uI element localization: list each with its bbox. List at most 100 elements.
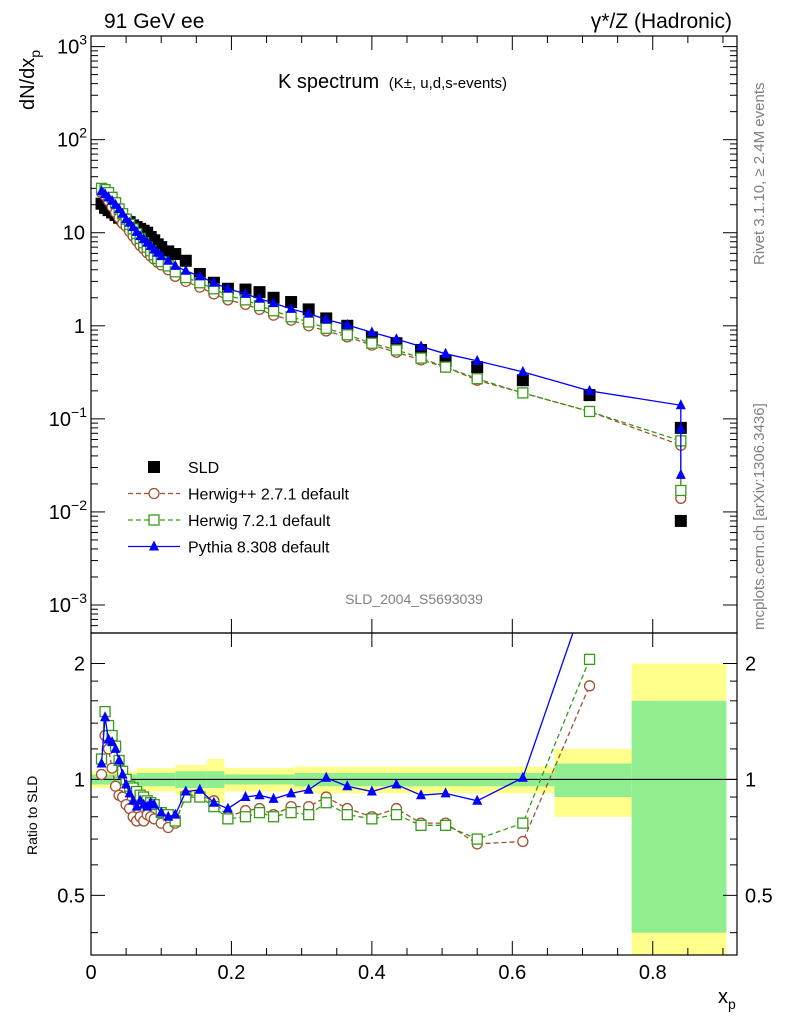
xtick-label: 0: [85, 962, 96, 984]
legend-marker-0: [148, 461, 160, 473]
legend-marker-1: [148, 487, 160, 500]
header-left: 91 GeV ee: [104, 10, 204, 33]
xtick-label: 0.4: [358, 962, 386, 984]
series-line-3: [101, 190, 682, 475]
legend-label-2: Herwig 7.2.1 default: [188, 513, 331, 530]
ratio-point-3: [472, 794, 483, 805]
point-3: [268, 297, 279, 308]
legend-label-1: Herwig++ 2.7.1 default: [188, 487, 350, 504]
point-3: [156, 250, 167, 261]
point-0: [674, 514, 687, 527]
ratio-point-3: [149, 798, 160, 809]
ratio-ytick-label: 1: [74, 769, 85, 791]
point-3: [254, 292, 265, 303]
top-ylabel: dN/dxp: [17, 50, 43, 110]
ratio-point-3: [124, 787, 135, 798]
ratio-point-2: [267, 811, 280, 823]
ratio-point-2: [303, 809, 315, 821]
ratio-point-3: [222, 802, 233, 813]
point-3: [440, 347, 451, 358]
ratio-point-1: [517, 835, 529, 848]
top-ytick-label: 102: [57, 125, 87, 152]
ratio-point-3: [240, 791, 251, 802]
ratio-point-2: [471, 833, 483, 845]
ratio-point-3: [254, 789, 265, 800]
point-3: [675, 422, 686, 433]
ratio-point-2: [341, 809, 353, 821]
top-ytick-label: 10−2: [49, 497, 87, 524]
header-right: γ*/Z (Hadronic): [591, 10, 732, 33]
x-ticks: 0 0.2 0.4 0.6 0.8: [85, 36, 724, 984]
band-stat: [631, 700, 727, 933]
point-3: [321, 313, 332, 324]
point-3: [208, 276, 219, 287]
point-2: [341, 329, 353, 341]
point-2: [285, 311, 297, 323]
ratio-point-3: [180, 785, 191, 796]
top-ytick-label: 10−1: [49, 404, 87, 431]
ratio-point-3: [286, 787, 297, 798]
legend-label-0: SLD: [188, 460, 219, 477]
point-3: [517, 365, 528, 376]
point-3: [342, 318, 353, 329]
analysis-id: SLD_2004_S5693039: [345, 591, 483, 607]
ratio-point-3: [156, 806, 167, 817]
ratio-point-3: [391, 778, 402, 789]
ratio-point-3: [321, 771, 332, 782]
ratio-ytick-label-right: 2: [745, 653, 756, 675]
top-y-ticks: 10−3 10−2 10−1 1 10 102 103: [49, 32, 737, 634]
point-2: [517, 387, 529, 399]
point-3: [286, 302, 297, 313]
point-2: [390, 344, 403, 356]
point-3: [366, 326, 377, 337]
ratio-point-3: [268, 792, 279, 803]
point-3: [584, 384, 595, 395]
ratio-point-2: [285, 806, 297, 819]
legend: SLD Herwig++ 2.7.1 default Herwig 7.2.1 de…: [128, 460, 350, 557]
point-3: [391, 333, 402, 344]
ratio-y-ticks: 0.5 0.5 1 1 2 2: [57, 653, 773, 934]
ratio-point-3: [208, 796, 219, 807]
ratio-point-3: [303, 783, 314, 794]
ratio-point-3: [585, 579, 595, 589]
top-ytick-label: 10−3: [49, 590, 87, 617]
ratio-point-3: [366, 785, 377, 796]
ratio-point-2: [583, 653, 596, 666]
point-2: [439, 361, 452, 373]
point-2: [267, 305, 280, 317]
ratio-ytick-label: 0.5: [57, 885, 85, 907]
rivet-label: Rivet 3.1.10, ≥ 2.4M events: [751, 83, 768, 266]
ratio-panel-frame: [90, 632, 738, 956]
point-3: [163, 254, 174, 265]
legend-marker-2: [148, 514, 160, 526]
point-3: [170, 259, 181, 270]
ratio-point-2: [366, 813, 378, 825]
ratio-ytick-label: 2: [74, 653, 85, 675]
point-3: [303, 307, 314, 318]
ratio-point-3: [170, 808, 181, 819]
ratio-point-3: [100, 711, 111, 722]
ratio-point-2: [222, 813, 234, 825]
ratio-point-3: [110, 742, 121, 753]
ratio-point-2: [415, 819, 427, 831]
ratio-bands: [91, 663, 727, 955]
ratio-point-2: [253, 806, 266, 819]
point-2: [415, 352, 427, 364]
plot-title-sub: (K±, u,d,s-events): [389, 75, 507, 92]
ratio-point-3: [121, 778, 132, 789]
top-ytick-label: 103: [57, 32, 87, 59]
ratio-point-1: [583, 680, 596, 692]
ratio-series-group: [95, 579, 596, 850]
point-2: [303, 316, 315, 328]
legend-label-3: Pythia 8.308 default: [188, 540, 330, 557]
ratio-point-3: [517, 771, 528, 782]
ratio-ylabel: Ratio to SLD: [24, 776, 40, 855]
point-2: [675, 484, 687, 497]
ratio-point-1: [95, 768, 108, 781]
xtick-label: 0.6: [498, 962, 526, 984]
point-0: [285, 296, 298, 309]
top-ytick-label: 1: [74, 316, 85, 338]
ratio-point-3: [416, 789, 427, 800]
ratio-marks: [95, 579, 596, 850]
ratio-point-3: [128, 794, 139, 805]
